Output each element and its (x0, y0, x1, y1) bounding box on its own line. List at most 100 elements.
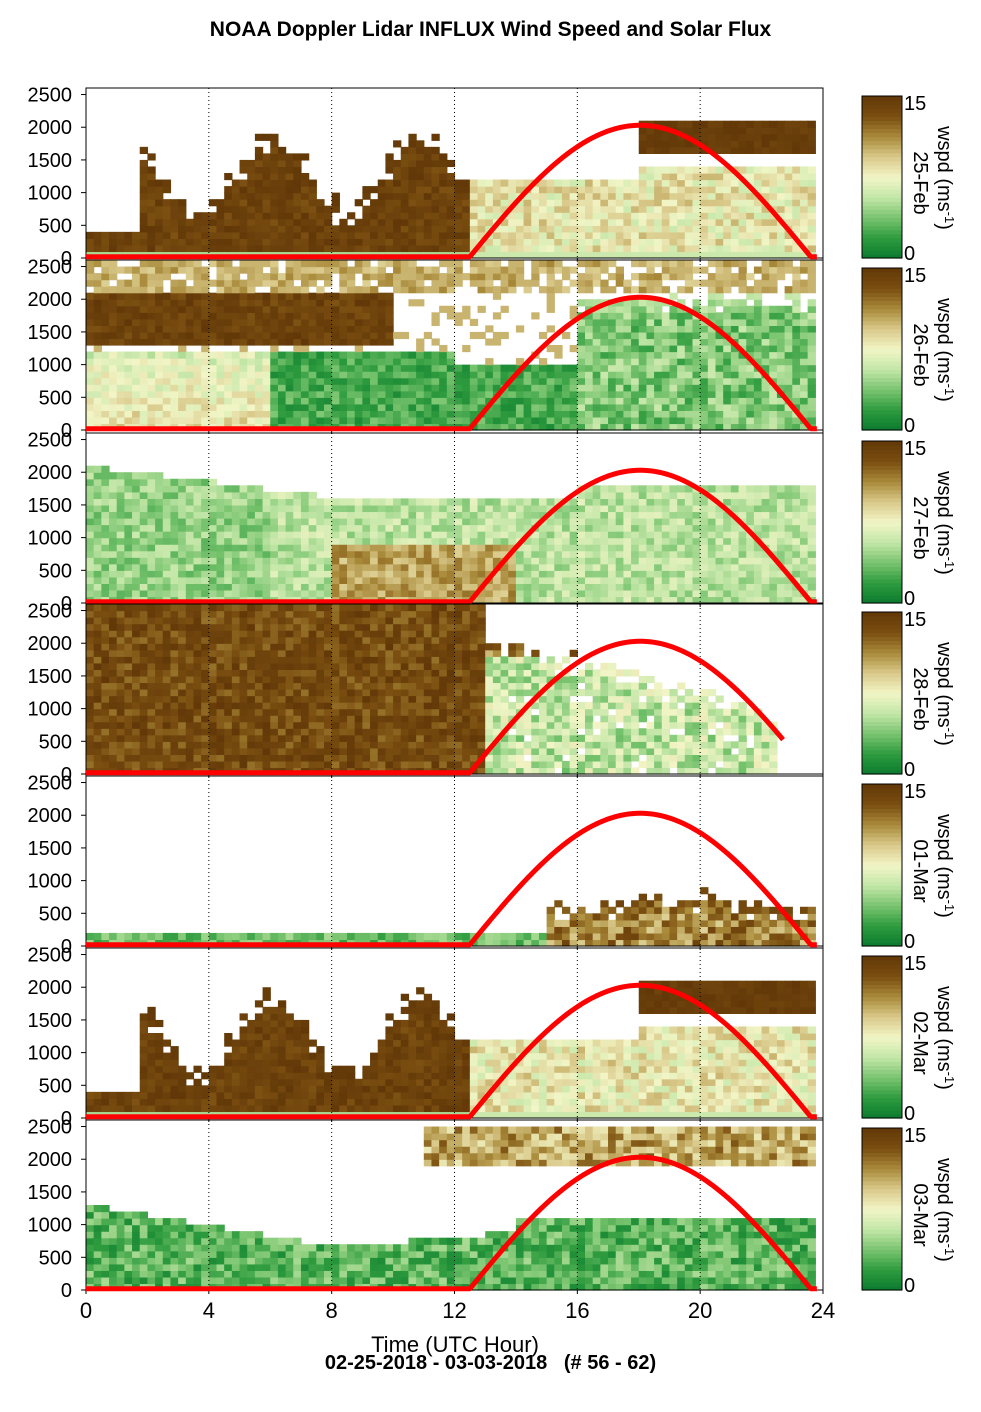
heatmap-cell (132, 478, 141, 486)
heatmap-cell (323, 518, 333, 526)
heatmap-cell (270, 345, 279, 353)
heatmap-cell (370, 550, 379, 558)
heatmap-cell (423, 589, 433, 598)
heatmap-cell (293, 537, 302, 545)
heatmap-cell (247, 273, 256, 281)
heatmap-cell (109, 292, 118, 300)
heatmap-cell (185, 518, 195, 526)
heatmap-cell (623, 286, 632, 294)
heatmap-cell (270, 518, 279, 526)
heatmap-cell (124, 325, 133, 333)
heatmap-cell (661, 179, 671, 187)
heatmap-cell (600, 286, 609, 294)
heatmap-cell (155, 504, 164, 513)
heatmap-cell (677, 146, 686, 154)
heatmap-cell (247, 583, 256, 591)
heatmap-cell (776, 238, 786, 246)
heatmap-cell (585, 570, 594, 578)
heatmap-cell (170, 218, 179, 226)
heatmap-cell (446, 244, 456, 253)
heatmap-cell (792, 338, 801, 346)
heatmap-cell (178, 279, 187, 287)
heatmap-cell (669, 364, 678, 372)
heatmap-cell (799, 192, 809, 200)
heatmap-cell (799, 205, 809, 213)
heatmap-cell (439, 537, 448, 545)
heatmap-cell (638, 397, 648, 405)
heatmap-cell (500, 279, 509, 287)
heatmap-cell (569, 557, 578, 565)
heatmap-cell (730, 351, 740, 359)
heatmap-cell (684, 120, 694, 128)
heatmap-cell (293, 318, 302, 326)
heatmap-cell (423, 205, 433, 213)
heatmap-cell (715, 231, 724, 239)
heatmap-cell (208, 531, 218, 539)
heatmap-cell (308, 491, 317, 499)
heatmap-cell (623, 345, 632, 353)
heatmap-cell (193, 325, 202, 333)
heatmap-cell (385, 416, 394, 425)
heatmap-cell (323, 570, 333, 578)
heatmap-cell (170, 318, 179, 326)
heatmap-cell (439, 231, 448, 239)
heatmap-cell (615, 531, 624, 539)
heatmap-cell (408, 576, 417, 584)
heatmap-cell (439, 273, 448, 281)
heatmap-cell (354, 218, 363, 226)
heatmap-cell (377, 205, 387, 213)
heatmap-cell (393, 186, 402, 194)
heatmap-cell (784, 266, 793, 274)
heatmap-cell (285, 544, 294, 552)
heatmap-cell (638, 331, 648, 340)
heatmap-cell (139, 557, 149, 565)
heatmap-cell (700, 127, 709, 135)
heatmap-cell (469, 410, 479, 418)
heatmap-cell (439, 390, 448, 398)
heatmap-cell (439, 364, 448, 372)
heatmap-cell (707, 231, 717, 239)
heatmap-cell (431, 511, 440, 519)
heatmap-cell (792, 199, 801, 207)
heatmap-cell (354, 292, 363, 300)
heatmap-cell (661, 251, 671, 259)
heatmap-cell (323, 511, 333, 519)
heatmap-cell (93, 550, 102, 558)
heatmap-cell (300, 403, 310, 411)
heatmap-cell (477, 557, 486, 565)
heatmap-cell (408, 286, 417, 294)
colorbar-swatch (862, 193, 902, 198)
heatmap-cell (400, 583, 410, 591)
heatmap-cell (216, 544, 225, 552)
heatmap-cell (431, 371, 440, 379)
heatmap-cell (792, 364, 801, 372)
heatmap-cell (423, 531, 433, 539)
heatmap-cell (347, 416, 356, 425)
heatmap-cell (600, 251, 609, 259)
heatmap-cell (216, 550, 225, 558)
heatmap-cell (546, 260, 555, 268)
heatmap-cell (700, 550, 709, 558)
heatmap-cell (592, 251, 601, 259)
heatmap-cell (753, 205, 763, 213)
heatmap-cell (208, 384, 218, 392)
heatmap-cell (515, 518, 525, 526)
heatmap-cell (738, 410, 747, 418)
heatmap-cell (201, 218, 210, 226)
heatmap-cell (554, 410, 563, 418)
heatmap-cell (262, 511, 271, 519)
heatmap-cell (431, 390, 440, 398)
heatmap-cell (293, 576, 302, 584)
heatmap-cell (270, 238, 279, 246)
heatmap-cell (178, 410, 187, 418)
heatmap-cell (608, 570, 617, 578)
heatmap-cell (723, 305, 732, 313)
heatmap-cell (623, 338, 632, 346)
heatmap-cell (109, 299, 118, 307)
heatmap-cell (615, 397, 624, 405)
heatmap-cell (784, 205, 793, 213)
heatmap-cell (201, 371, 210, 379)
heatmap-cell (216, 364, 225, 372)
heatmap-cell (462, 390, 471, 398)
heatmap-cell (654, 423, 663, 431)
